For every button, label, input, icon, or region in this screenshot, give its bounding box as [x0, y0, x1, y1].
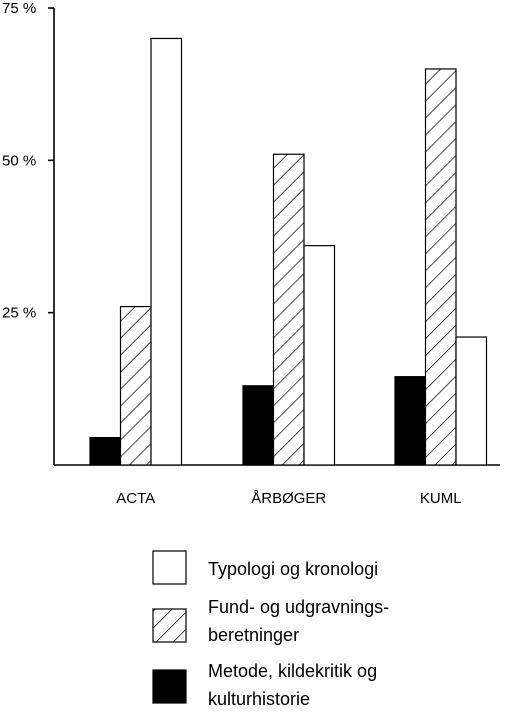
- legend: Typologi og kronologi Fund- og udgravning…: [152, 550, 389, 709]
- bar-acta-series-0: [89, 436, 122, 466]
- bar-acta-series-1: [119, 305, 152, 466]
- x-category-label: KUML: [420, 490, 462, 507]
- bar-årbøger-series-2: [303, 245, 336, 466]
- y-tick-label: 50 %: [2, 152, 36, 169]
- x-category-label: ACTA: [116, 490, 155, 507]
- y-tick-label: 75 %: [2, 0, 36, 17]
- legend-swatch: [152, 608, 187, 643]
- bar-kuml-series-0: [394, 376, 427, 466]
- y-tick-label: 25 %: [2, 305, 36, 322]
- legend-label: Typologi og kronologi: [208, 559, 378, 579]
- bar-årbøger-series-0: [242, 385, 275, 466]
- bar-kuml-series-1: [424, 68, 457, 466]
- category-labels: ACTA ÅRBØGER KUML: [116, 490, 461, 507]
- y-axis-ticks: 75 % 50 % 25 %: [2, 0, 54, 322]
- bar-acta-series-2: [150, 37, 183, 466]
- x-category-label: ÅRBØGER: [251, 490, 326, 507]
- legend-label: kulturhistorie: [208, 689, 310, 709]
- bar-årbøger-series-1: [272, 153, 305, 466]
- legend-swatch: [152, 669, 187, 704]
- legend-label: Metode, kildekritik og: [208, 661, 377, 681]
- legend-label: beretninger: [208, 625, 299, 645]
- bar-marks: [89, 37, 488, 466]
- legend-label: Fund- og udgravnings-: [208, 597, 389, 617]
- bar-kuml-series-2: [455, 336, 488, 466]
- legend-swatch: [152, 550, 187, 585]
